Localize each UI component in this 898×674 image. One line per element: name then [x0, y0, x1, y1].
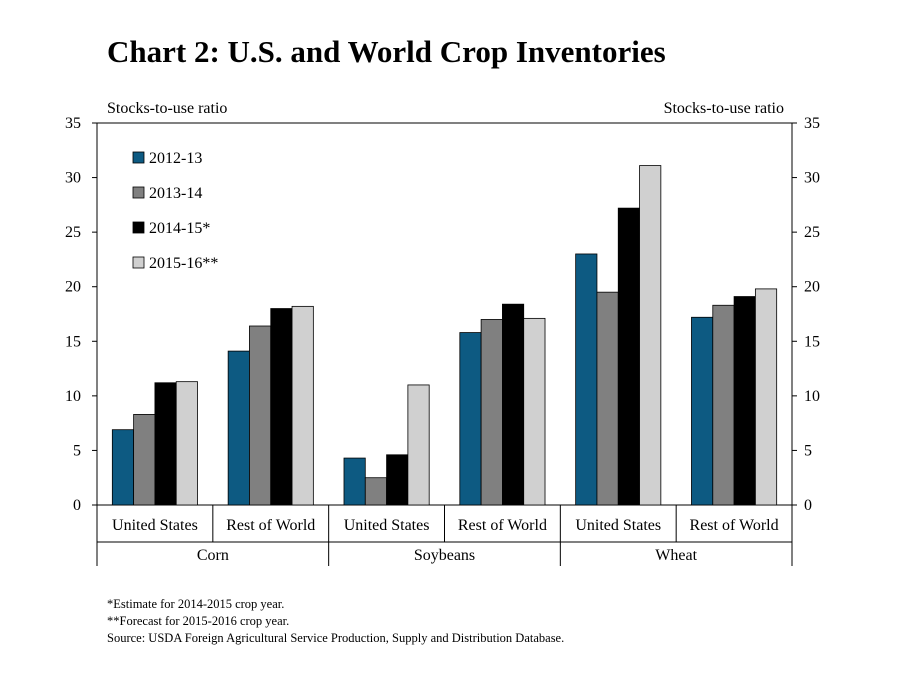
x-category-label: United States: [344, 517, 430, 534]
bar-201213-1: [227, 350, 250, 506]
legend-label: 2012-13: [149, 150, 202, 167]
y-tick-label-left: 30: [65, 170, 81, 187]
bar-201314-1: [249, 325, 272, 506]
y-tick-label-left: 20: [65, 279, 81, 296]
y-tick-label-left: 10: [65, 388, 81, 405]
bar-201415-2: [386, 454, 409, 506]
bar-201415-3: [502, 303, 525, 506]
x-category-label: United States: [112, 517, 198, 534]
bar-201516-4: [639, 165, 662, 506]
bar-201314-3: [480, 319, 503, 506]
legend-swatch: [132, 151, 145, 164]
bar-201314-0: [133, 414, 156, 506]
legend-swatch: [132, 186, 145, 199]
legend-label: 2013-14: [149, 185, 202, 202]
bar-201415-4: [617, 207, 640, 506]
footnote-source: Source: USDA Foreign Agricultural Servic…: [107, 631, 565, 645]
bar-201314-4: [596, 291, 619, 506]
bar-201516-2: [407, 384, 430, 506]
y-tick-label-right: 20: [804, 279, 820, 296]
x-category-label: Rest of World: [690, 517, 779, 534]
y-tick-label-right: 15: [804, 333, 820, 350]
bar-201314-2: [364, 477, 387, 506]
y-tick-label-left: 15: [65, 333, 81, 350]
plot-frame: [96, 122, 793, 506]
bar-201213-2: [343, 457, 366, 506]
x-group-label: Soybeans: [414, 547, 475, 564]
legend-swatch: [132, 256, 145, 269]
bar-201516-5: [754, 288, 778, 506]
y-tick-label-left: 25: [65, 224, 81, 241]
footnote-forecast: **Forecast for 2015-2016 crop year.: [107, 614, 290, 628]
x-group-label: Corn: [197, 547, 229, 564]
x-group-label: Wheat: [655, 547, 697, 564]
bar-201415-0: [154, 382, 177, 506]
y-tick-label-right: 0: [804, 497, 812, 514]
y-tick-label-left: 35: [65, 115, 81, 132]
bar-201314-5: [712, 304, 735, 506]
x-category-label: Rest of World: [458, 517, 547, 534]
bar-201415-5: [733, 296, 756, 506]
bar-201516-1: [291, 305, 314, 506]
y-tick-label-right: 25: [804, 224, 820, 241]
bar-201213-0: [111, 429, 135, 506]
bar-201516-3: [523, 317, 546, 506]
y-tick-label-right: 30: [804, 170, 820, 187]
legend-label: 2014-15*: [149, 220, 210, 237]
x-category-label: Rest of World: [226, 517, 315, 534]
bar-201415-1: [270, 308, 293, 506]
chart-title: Chart 2: U.S. and World Crop Inventories: [107, 34, 666, 69]
y-axis-title-left: Stocks-to-use ratio: [107, 100, 227, 117]
y-tick-label-right: 35: [804, 115, 820, 132]
y-tick-label-right: 10: [804, 388, 820, 405]
footnote-estimate: *Estimate for 2014-2015 crop year.: [107, 597, 285, 611]
x-category-label: United States: [575, 517, 661, 534]
legend-label: 2015-16**: [149, 255, 218, 272]
bar-201213-5: [691, 316, 714, 506]
bar-201213-4: [575, 253, 598, 506]
bar-201213-3: [459, 332, 482, 506]
bar-201516-0: [175, 381, 198, 506]
y-tick-label-left: 0: [73, 497, 81, 514]
y-tick-label-right: 5: [804, 442, 812, 459]
y-axis-title-right: Stocks-to-use ratio: [664, 100, 784, 117]
legend-swatch: [132, 221, 145, 234]
y-tick-label-left: 5: [73, 442, 81, 459]
